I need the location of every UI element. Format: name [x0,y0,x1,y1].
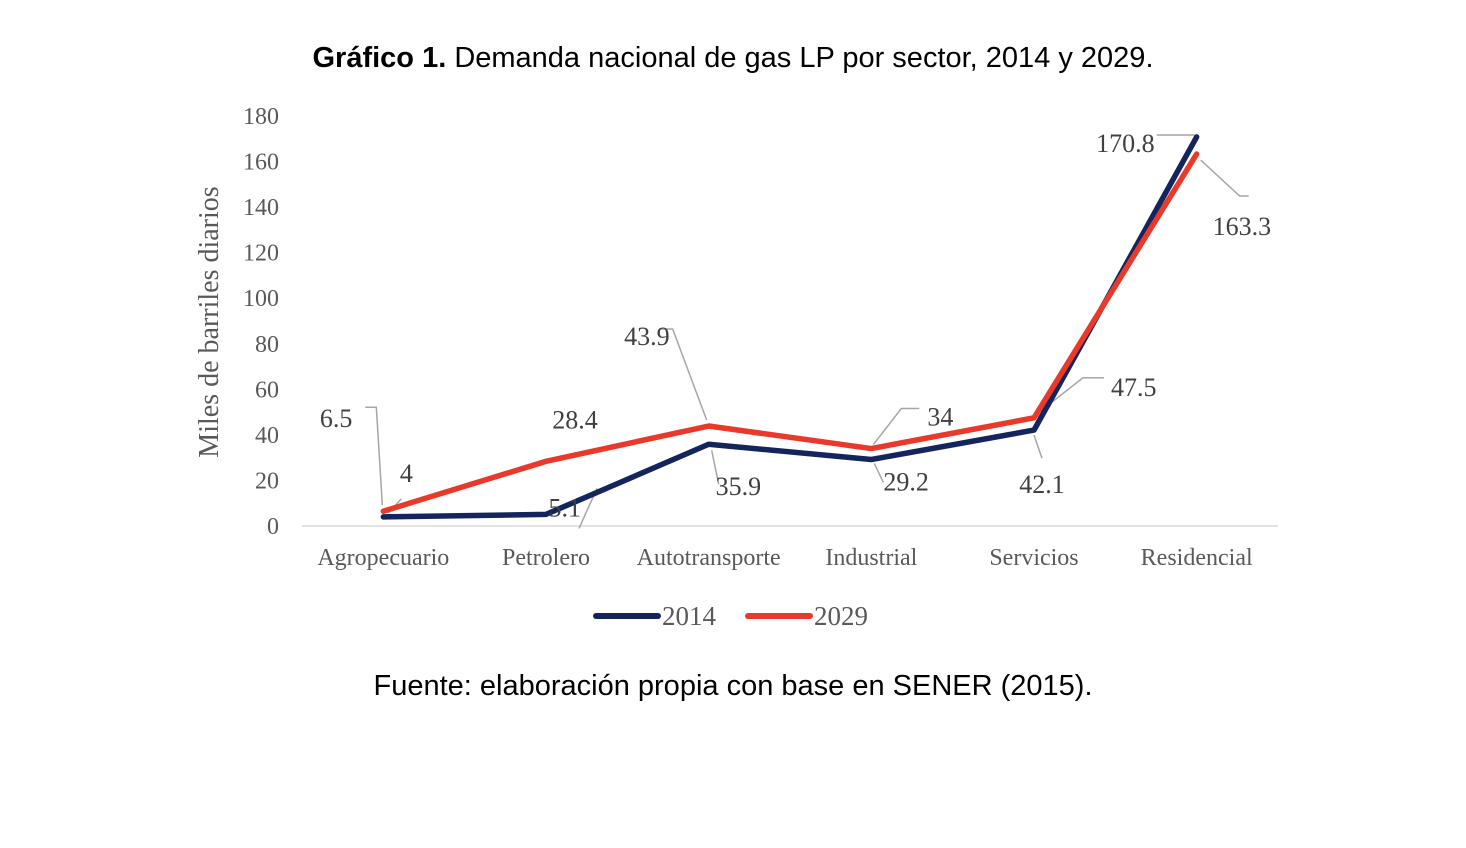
x-axis-categories: Agropecuario Petrolero Autotransporte Indus… [317,545,1253,571]
data-label: 4 [400,459,413,488]
legend-label: 2029 [814,601,868,631]
x-category-label: Petrolero [502,545,590,571]
data-label: 35.9 [716,472,762,501]
y-axis-label: Miles de barriles diarios [194,186,225,457]
x-category-label: Servicios [989,545,1078,571]
data-label: 42.1 [1019,470,1065,499]
data-labels: 4 5.1 35.9 29.2 42.1 170.8 6.5 28.4 43.9 34 47.5 16… [320,129,1271,522]
leader-line [365,406,384,506]
legend-label: 2014 [662,601,717,631]
chart-title-bold: Gráfico 1. [312,42,447,74]
source-note: Fuente: elaboración propia con base en S… [373,670,1093,702]
leader-line [872,407,920,446]
series-line-2029 [380,151,1200,514]
x-category-label: Industrial [825,545,917,571]
data-label: 163.3 [1213,212,1272,241]
series-line-2014 [380,134,1200,520]
y-axis-ticks: 0 20 40 60 80 100 120 140 160 180 [243,104,279,540]
x-category-label: Agropecuario [317,545,449,571]
leader-line [1033,434,1043,459]
chart-title-rest: Demanda nacional de gas LP por sector, 2… [446,42,1154,74]
data-label: 47.5 [1111,373,1157,402]
leader-line [660,328,708,421]
y-tick-label: 60 [255,377,279,403]
data-label: 29.2 [883,467,929,496]
leader-line [710,450,720,485]
y-tick-label: 40 [255,423,279,449]
data-label: 6.5 [320,404,353,433]
y-tick-label: 180 [243,104,279,130]
y-tick-label: 20 [255,468,279,494]
data-label-leaders [365,134,1249,529]
y-tick-label: 120 [243,241,279,267]
y-tick-label: 0 [267,514,279,540]
leader-line [1200,159,1249,197]
chart-title: Gráfico 1. Demanda nacional de gas LP po… [0,42,1466,75]
y-tick-label: 140 [243,195,279,221]
x-category-label: Residencial [1141,545,1253,571]
series-lines [380,134,1200,520]
data-label: 28.4 [552,405,598,434]
y-tick-label: 160 [243,150,279,176]
legend: 2014 2029 [593,601,868,631]
data-label: 170.8 [1096,129,1155,158]
data-label: 5.1 [549,493,582,522]
x-category-label: Autotransporte [637,545,781,571]
data-label: 43.9 [624,322,670,351]
data-label: 34 [927,403,953,432]
leader-line [873,463,885,483]
y-tick-label: 100 [243,286,279,312]
y-tick-label: 80 [255,332,279,358]
